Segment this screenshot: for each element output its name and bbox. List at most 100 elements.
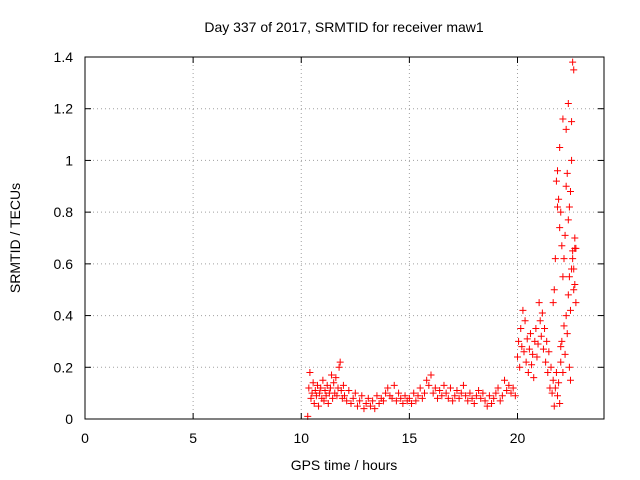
data-point (442, 389, 450, 397)
data-point (563, 169, 571, 177)
data-point (444, 394, 452, 402)
axis-ticks: 0 5 10 15 20 0 0.2 0.4 0.6 0.8 1 1.2 1.4 (54, 49, 604, 446)
data-point (470, 399, 478, 407)
data-point (520, 348, 528, 356)
data-point (557, 208, 565, 216)
data-point (375, 399, 383, 407)
data-point (556, 144, 564, 151)
data-point (488, 399, 496, 407)
data-point (541, 325, 549, 332)
data-point (481, 397, 489, 405)
data-point (388, 394, 396, 402)
data-point (485, 392, 493, 400)
data-point (523, 335, 531, 343)
data-point (550, 402, 558, 410)
data-point (545, 348, 553, 356)
data-point (534, 340, 542, 348)
data-point (544, 368, 552, 376)
data-point (464, 397, 472, 405)
data-point (492, 389, 500, 397)
data-point (477, 394, 485, 402)
data-point (433, 394, 441, 402)
data-point (552, 177, 560, 185)
y-axis-label: SRMTID / TECUs (7, 183, 23, 293)
y-tick-label: 1.4 (54, 49, 74, 65)
data-point (561, 231, 569, 239)
data-point (436, 387, 444, 395)
data-point (565, 203, 573, 211)
y-tick-label: 1.2 (54, 101, 74, 117)
data-point (570, 66, 578, 74)
y-tick-label: 0.2 (54, 359, 74, 375)
data-point (412, 397, 420, 405)
data-point (558, 337, 566, 345)
data-point (556, 399, 564, 407)
data-point (570, 265, 578, 273)
data-point (468, 394, 476, 402)
data-point (518, 343, 526, 351)
data-point (555, 379, 563, 387)
data-point (538, 309, 546, 317)
data-point (549, 376, 557, 384)
data-point (483, 402, 491, 410)
data-point (511, 392, 519, 400)
data-point (552, 368, 560, 376)
x-tick-label: 15 (402, 430, 418, 446)
data-point (560, 322, 568, 330)
data-point (535, 299, 543, 307)
data-point (490, 394, 498, 402)
data-point (429, 389, 437, 397)
data-point (565, 363, 573, 371)
data-point (451, 392, 459, 400)
data-point (373, 392, 381, 400)
data-point (529, 350, 537, 358)
y-tick-label: 0.4 (54, 308, 74, 324)
data-point (319, 376, 327, 384)
data-point (329, 394, 337, 402)
data-point (556, 224, 564, 232)
data-point (332, 374, 340, 382)
data-point (509, 384, 517, 392)
data-point (571, 281, 579, 289)
y-tick-label: 0.8 (54, 204, 74, 220)
data-point (554, 392, 562, 400)
data-points (304, 58, 580, 420)
data-point (309, 379, 317, 387)
data-point (572, 244, 580, 252)
data-point (563, 330, 571, 338)
data-point (568, 118, 576, 126)
data-point (503, 387, 511, 395)
x-tick-label: 20 (510, 430, 526, 446)
data-point (310, 399, 318, 407)
data-point (382, 389, 390, 397)
data-point (533, 353, 541, 361)
data-point (423, 376, 431, 384)
data-point (379, 397, 387, 405)
data-point (337, 387, 345, 395)
data-point (475, 387, 483, 395)
data-point (564, 216, 572, 224)
data-point (416, 384, 424, 392)
data-point (498, 392, 506, 400)
data-point (462, 392, 470, 400)
data-point (550, 286, 558, 294)
data-point (554, 167, 562, 175)
data-point (336, 358, 344, 366)
data-point (315, 402, 323, 410)
data-point (414, 392, 422, 400)
x-axis-label: GPS time / hours (291, 457, 398, 473)
plot-area-border (84, 56, 605, 420)
data-point (440, 381, 448, 389)
data-point (425, 381, 433, 389)
data-point (516, 363, 524, 371)
data-point (358, 392, 366, 400)
data-point (343, 397, 351, 405)
data-point (479, 389, 487, 397)
data-point (472, 392, 480, 400)
data-point (399, 399, 407, 407)
data-point (565, 273, 573, 281)
data-point (528, 361, 536, 369)
data-point (551, 255, 559, 263)
data-point (558, 242, 566, 250)
data-point (564, 291, 572, 299)
